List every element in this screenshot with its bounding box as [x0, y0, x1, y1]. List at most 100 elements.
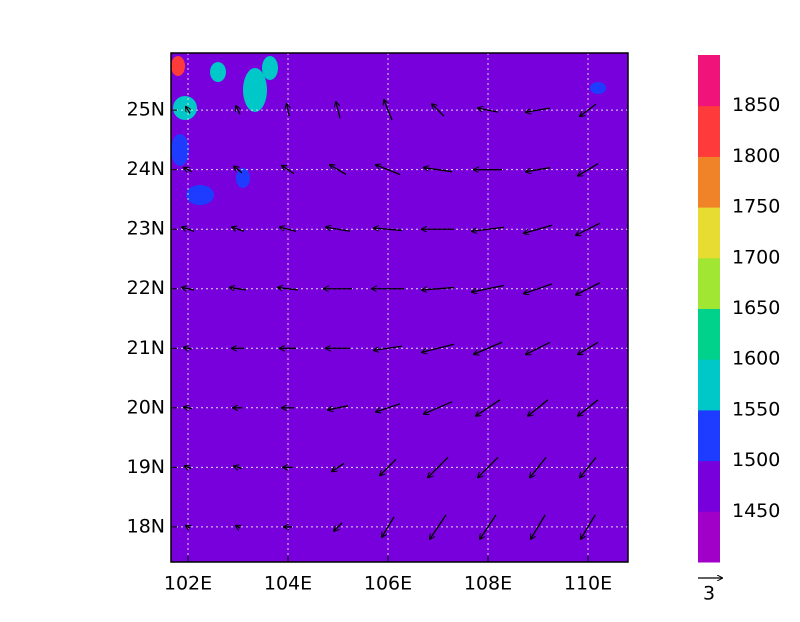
- wind-vector: [374, 228, 403, 230]
- y-tick-label: 18N: [127, 515, 165, 537]
- wind-vector: [478, 108, 499, 113]
- wind-vector: [328, 405, 349, 410]
- wind-vector: [472, 226, 505, 231]
- wind-vector: [234, 166, 243, 174]
- y-tick-label: 19N: [127, 456, 165, 478]
- colorbar-segment: [698, 105, 720, 157]
- colorbar-label: 1650: [732, 297, 780, 319]
- colorbar-segment: [698, 55, 720, 107]
- wind-vector: [580, 103, 597, 116]
- colorbar-label: 1800: [732, 145, 780, 167]
- terrain-patch: [262, 56, 278, 80]
- wind-vector: [422, 288, 455, 290]
- y-tick-label: 20N: [127, 396, 165, 418]
- wind-vector: [531, 514, 546, 539]
- wind-vector: [578, 341, 599, 354]
- wind-vector: [526, 167, 551, 172]
- wind-vector: [334, 522, 343, 531]
- terrain-patch: [171, 134, 189, 166]
- colorbar-segment: [698, 257, 720, 309]
- colorbar-label: 1700: [732, 246, 780, 268]
- wind-vector: [182, 227, 195, 232]
- wind-vector: [430, 514, 447, 539]
- wind-vector: [424, 401, 453, 414]
- colorbar-label: 1550: [732, 398, 780, 420]
- terrain-patch: [210, 62, 226, 82]
- wind-vector: [236, 106, 240, 115]
- colorbar-segment: [698, 409, 720, 462]
- wind-vector: [376, 403, 401, 412]
- wind-vector: [376, 165, 401, 176]
- wind-vector: [424, 168, 453, 173]
- wind-vector: [184, 168, 193, 172]
- terrain-patch: [590, 82, 606, 94]
- colorbar-segment: [698, 156, 720, 208]
- x-tick-label: 104E: [264, 573, 312, 595]
- colorbar-label: 1500: [732, 449, 780, 471]
- colorbar-segment: [698, 460, 720, 512]
- wind-vector: [422, 343, 455, 352]
- wind-vector: [232, 227, 245, 232]
- wind-vector: [576, 222, 601, 235]
- wind-vector: [478, 456, 499, 477]
- wind-vector: [184, 347, 193, 349]
- wind-vector: [480, 514, 497, 539]
- colorbar-segment: [698, 308, 720, 360]
- wind-vector: [185, 466, 192, 468]
- map-background: [171, 53, 628, 562]
- wind-vector: [382, 516, 395, 537]
- wind-vector: [336, 102, 341, 119]
- wind-vector: [581, 514, 596, 539]
- colorbar-label: 1450: [732, 500, 780, 522]
- wind-vector: [234, 466, 243, 468]
- wind-vector: [472, 284, 505, 292]
- wind-vector: [524, 224, 553, 233]
- colorbar-segment: [698, 359, 720, 411]
- wind-vector: [524, 283, 553, 294]
- wind-vector: [528, 399, 549, 416]
- wind-vector: [230, 288, 247, 290]
- colorbar-segment: [698, 511, 720, 563]
- wind-vector: [578, 399, 599, 416]
- map-frame: [170, 52, 629, 563]
- x-tick-label: 106E: [364, 573, 412, 595]
- x-tick-label: 102E: [164, 573, 212, 595]
- wind-vector: [474, 341, 503, 354]
- wind-vector: [526, 341, 551, 354]
- wind-vector: [526, 107, 551, 112]
- wind-vector: [476, 399, 501, 416]
- wind-vector: [428, 456, 449, 477]
- wind-vector: [278, 288, 299, 290]
- x-tick-label: 108E: [464, 573, 512, 595]
- wind-vector: [332, 462, 345, 471]
- wind-vector: [236, 526, 240, 528]
- wind-vector: [186, 526, 190, 528]
- terrain-patch: [243, 68, 267, 112]
- y-tick-label: 24N: [127, 158, 165, 180]
- wind-vector: [280, 227, 297, 232]
- colorbar-segment: [698, 207, 720, 259]
- y-tick-label: 21N: [127, 337, 165, 359]
- wind-vector: [384, 100, 393, 121]
- terrain-patch: [173, 96, 197, 120]
- reference-label: 3: [703, 583, 715, 605]
- wind-vector: [578, 163, 599, 176]
- wind-vector: [282, 166, 295, 175]
- wind-vector: [580, 456, 597, 477]
- y-tick-label: 25N: [127, 99, 165, 121]
- y-tick-label: 22N: [127, 277, 165, 299]
- colorbar-label: 1750: [732, 196, 780, 218]
- wind-vector: [530, 456, 547, 477]
- y-tick-label: 23N: [127, 218, 165, 240]
- wind-vector: [186, 107, 190, 114]
- wind-vector: [330, 165, 347, 176]
- wind-vector: [432, 104, 445, 117]
- terrain-patch: [171, 56, 185, 76]
- wind-vector: [380, 458, 397, 475]
- wind-vector: [326, 227, 351, 232]
- wind-vector: [287, 104, 289, 117]
- terrain-patch: [236, 168, 250, 188]
- colorbar-label: 1600: [732, 348, 780, 370]
- colorbar-label: 1850: [732, 94, 780, 116]
